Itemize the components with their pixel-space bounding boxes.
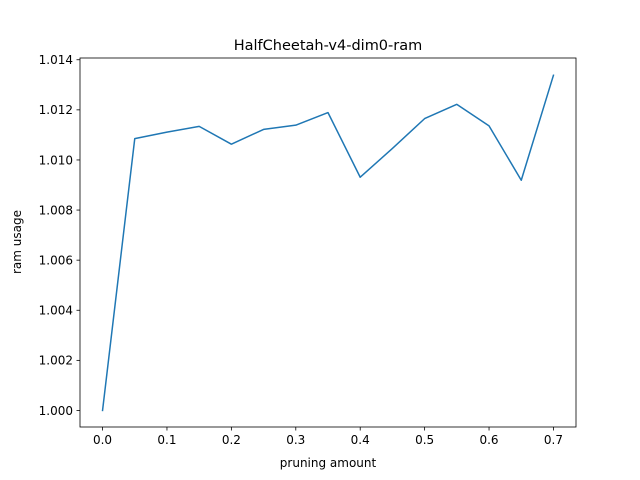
series-layer: [101, 74, 555, 412]
series-line: [101, 74, 555, 412]
y-tick-label: 1.012: [39, 103, 73, 117]
x-tick-label: 0.7: [544, 433, 563, 447]
y-tick-label: 1.014: [39, 53, 73, 67]
y-tick-label: 1.002: [39, 354, 73, 368]
x-tick-label: 0.4: [351, 433, 370, 447]
y-tick-label: 1.008: [39, 203, 73, 217]
x-tick-label: 0.2: [222, 433, 241, 447]
chart-title: HalfCheetah-v4-dim0-ram: [234, 38, 423, 54]
x-axis-ticks: 0.0 0.1 0.2 0.3 0.4 0.5 0.6 0.7: [93, 427, 563, 447]
x-tick-label: 0.3: [286, 433, 305, 447]
y-axis-title: ram usage: [10, 210, 24, 274]
y-tick-label: 1.006: [39, 253, 73, 267]
x-tick-label: 0.5: [415, 433, 434, 447]
x-axis-title: pruning amount: [280, 456, 377, 470]
plot-area-frame: [79, 57, 577, 428]
y-axis-ticks: 1.000 1.002 1.004 1.006 1.008 1.010 1.012 1.014: [39, 53, 80, 418]
y-tick-label: 1.000: [39, 404, 73, 418]
x-tick-label: 0.1: [157, 433, 176, 447]
x-tick-label: 0.0: [93, 433, 112, 447]
y-tick-label: 1.004: [39, 304, 73, 318]
y-tick-label: 1.010: [39, 153, 73, 167]
x-tick-label: 0.6: [479, 433, 498, 447]
